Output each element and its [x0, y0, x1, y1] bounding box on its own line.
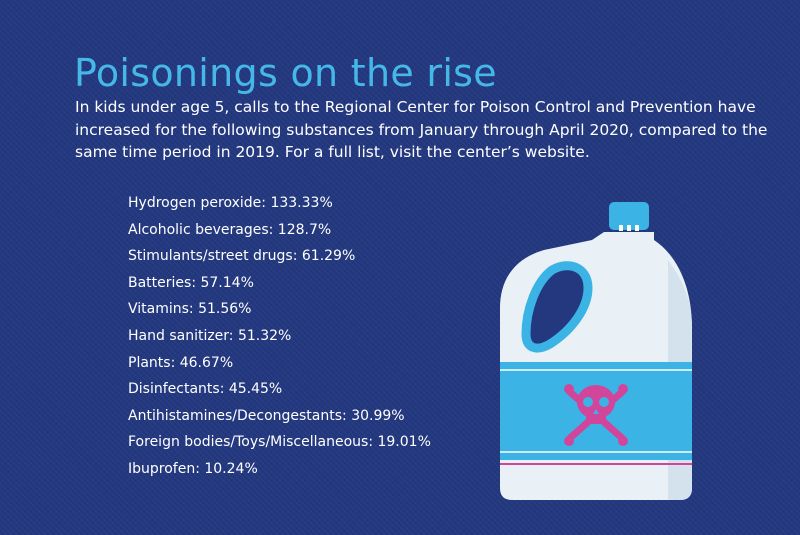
list-item: Batteries: 57.14%	[128, 274, 254, 291]
list-item: Plants: 46.67%	[128, 354, 234, 371]
list-item: Disinfectants: 45.45%	[128, 381, 283, 398]
page-title: Poisonings on the rise	[74, 51, 497, 95]
skull-crossbones-icon	[564, 384, 628, 446]
list-item: Alcoholic beverages: 128.7%	[128, 221, 332, 238]
list-item: Hand sanitizer: 51.32%	[128, 327, 292, 344]
list-item: Ibuprofen: 10.24%	[128, 460, 258, 477]
intro-paragraph: In kids under age 5, calls to the Region…	[75, 98, 768, 161]
bottle-cap	[609, 202, 649, 230]
substance-list: Hydrogen peroxide: 133.33% Alcoholic bev…	[128, 190, 431, 483]
poison-bottle-icon	[500, 202, 692, 500]
list-item: Stimulants/street drugs: 61.29%	[128, 248, 356, 265]
list-item: Antihistamines/Decongestants: 30.99%	[128, 407, 405, 424]
list-item: Hydrogen peroxide: 133.33%	[128, 195, 333, 211]
list-item: Vitamins: 51.56%	[128, 301, 252, 318]
bottle-handle	[521, 261, 593, 353]
list-item: Foreign bodies/Toys/Miscellaneous: 19.01…	[128, 434, 431, 451]
